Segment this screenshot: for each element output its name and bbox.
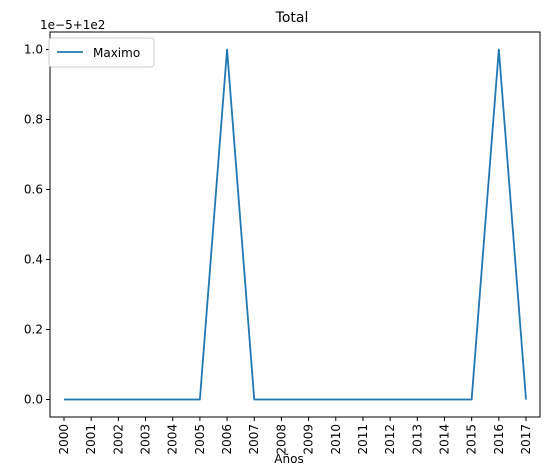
y-tick-label: 0.4 [24,253,43,267]
x-tick-label: 2017 [519,424,533,455]
y-tick-label: 1.0 [24,43,43,57]
x-axis: 2000 2001 2002 2003 2004 2005 2006 2007 2008 2009… [57,417,533,455]
y-offset-label: 1e−5+1e2 [40,18,105,32]
x-tick-label: 2014 [437,424,451,455]
legend-box [48,37,155,68]
legend: Maximo [48,37,155,68]
x-tick-label: 2001 [84,424,98,455]
x-tick-label: 2008 [274,424,288,455]
x-tick-label: 2004 [166,424,180,455]
series-layer [63,48,527,401]
y-axis: 0.0 0.2 0.4 0.6 0.8 1.0 [24,43,50,407]
x-tick-label: 2006 [220,424,234,455]
x-tick-label: 2005 [193,424,207,455]
series-line-maximo [64,48,527,401]
legend-label-maximo: Maximo [93,46,140,60]
x-tick-label: 2011 [356,424,370,455]
x-tick-label: 2003 [139,424,153,455]
x-tick-label: 2016 [492,424,506,455]
x-tick-label: 2015 [465,424,479,455]
x-tick-label: 2010 [329,424,343,455]
y-tick-label: 0.8 [24,113,43,127]
plot-area [49,31,541,418]
x-tick-label: 2009 [302,424,316,455]
x-tick-label: 2000 [57,424,71,455]
y-tick-label: 0.6 [24,183,43,197]
x-tick-label: 2002 [111,424,125,455]
x-tick-label: 2007 [247,424,261,455]
y-tick-label: 0.0 [24,393,43,407]
y-tick-label: 0.2 [24,323,43,337]
chart-title: Total [275,10,309,26]
x-tick-label: 2012 [383,424,397,455]
x-tick-label: 2013 [410,424,424,455]
x-axis-label: Años [274,452,303,466]
